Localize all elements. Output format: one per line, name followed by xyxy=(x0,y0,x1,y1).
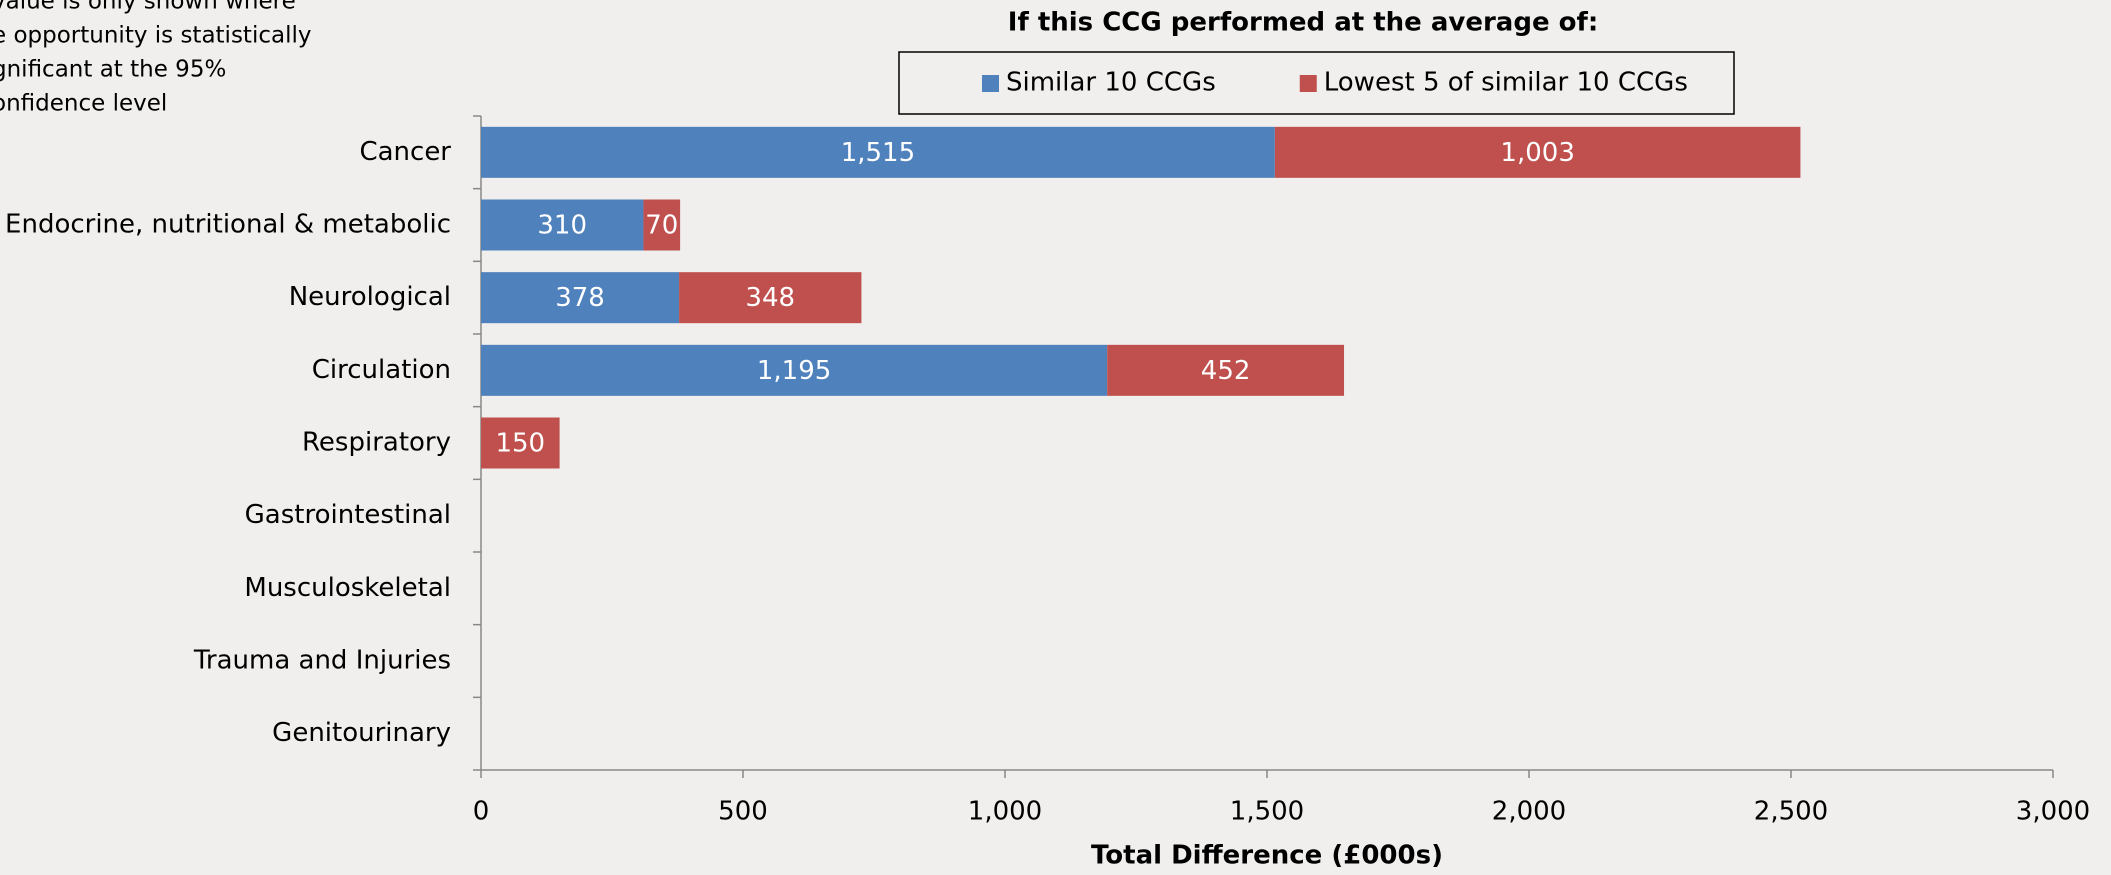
bar-value-label: 150 xyxy=(495,429,545,459)
x-tick-label: 0 xyxy=(473,797,490,827)
bar xyxy=(643,199,681,251)
bar xyxy=(481,344,1108,396)
legend-label: Lowest 5 of similar 10 CCGs xyxy=(1324,68,1688,98)
category-label: Gastrointestinal xyxy=(245,500,451,530)
x-tick-label: 2,000 xyxy=(1492,797,1566,827)
x-tick-label: 500 xyxy=(718,797,768,827)
x-tick-label: 1,500 xyxy=(1230,797,1304,827)
x-axis-title: Total Difference (£000s) xyxy=(1091,841,1443,871)
bar-value-label: 348 xyxy=(745,283,795,313)
bar-value-label: 1,195 xyxy=(757,356,831,386)
bar-value-label: 310 xyxy=(537,211,587,241)
bar-value-label: 1,003 xyxy=(1500,138,1574,168)
note-line: e opportunity is statistically xyxy=(0,23,311,49)
bar xyxy=(481,417,560,469)
bar xyxy=(1107,344,1345,396)
note-line: onfidence level xyxy=(0,91,167,117)
legend-box xyxy=(898,51,1735,115)
bar xyxy=(679,272,862,324)
note-line: gnificant at the 95% xyxy=(0,57,226,83)
bar-value-label: 452 xyxy=(1201,356,1251,386)
x-tick-label: 1,000 xyxy=(968,797,1042,827)
bar xyxy=(1274,126,1801,178)
legend-swatch xyxy=(982,75,999,92)
category-label: Respiratory xyxy=(302,428,451,458)
legend-label: Similar 10 CCGs xyxy=(1006,68,1216,98)
category-label: Trauma and Injuries xyxy=(193,646,451,676)
bar xyxy=(481,126,1275,178)
category-label: Endocrine, nutritional & metabolic xyxy=(5,210,451,240)
x-tick-label: 2,500 xyxy=(1754,797,1828,827)
bar xyxy=(481,199,644,251)
category-label: Musculoskeletal xyxy=(244,573,451,603)
note-line: value is only shown where xyxy=(0,0,296,15)
category-label: Cancer xyxy=(359,137,451,167)
category-label: Neurological xyxy=(289,282,451,312)
x-tick-label: 3,000 xyxy=(2016,797,2090,827)
bar-value-label: 70 xyxy=(645,211,678,241)
category-label: Circulation xyxy=(312,355,451,385)
legend-swatch xyxy=(1299,75,1317,92)
bar-value-label: 1,515 xyxy=(841,138,915,168)
chart-title: If this CCG performed at the average of: xyxy=(1008,8,1598,38)
bar-value-label: 378 xyxy=(555,283,605,313)
bar xyxy=(481,272,680,324)
category-label: Genitourinary xyxy=(272,718,451,748)
